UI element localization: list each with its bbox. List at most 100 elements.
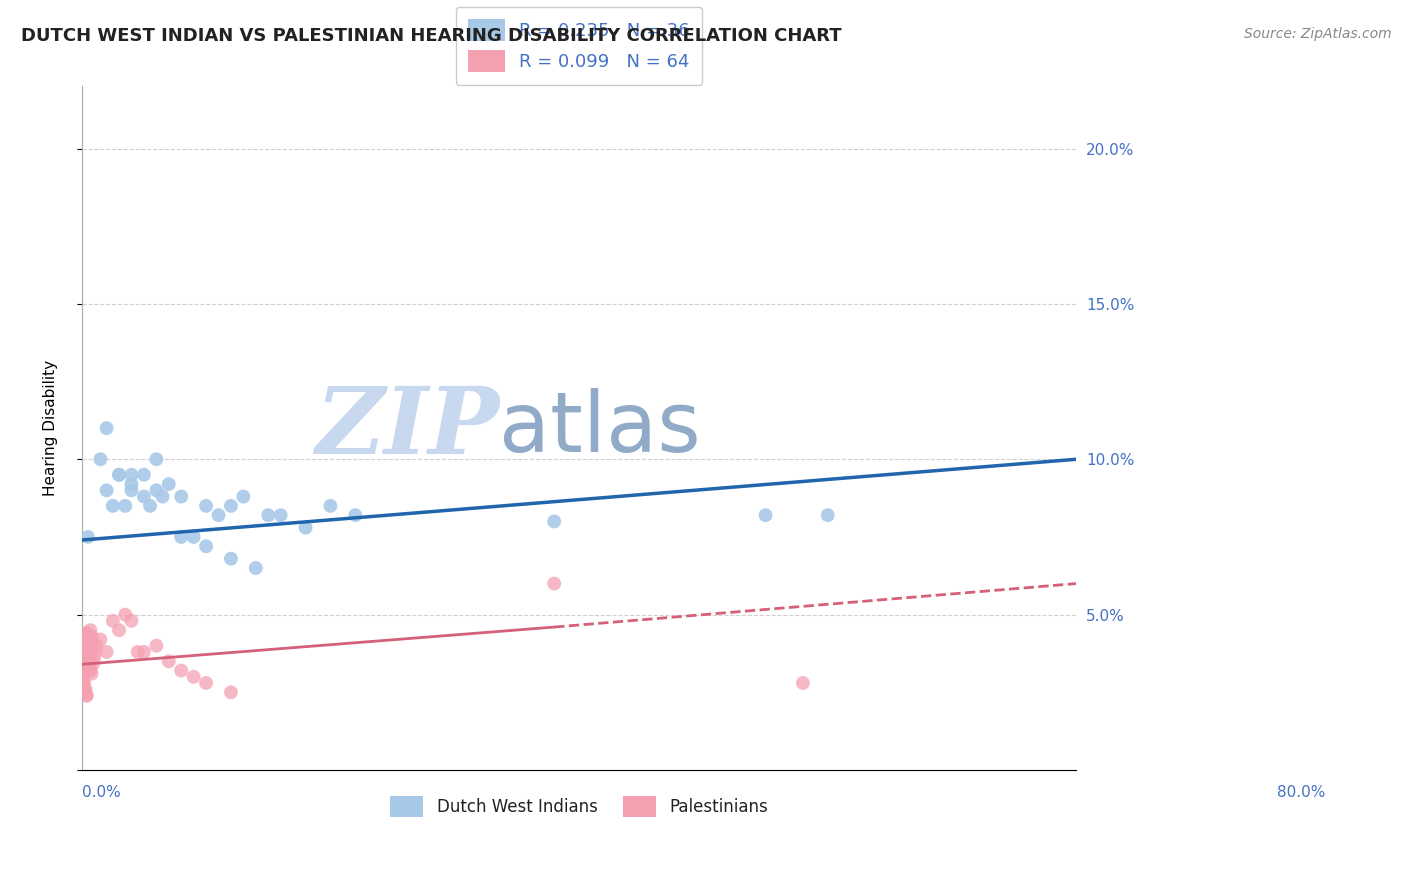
Point — [72, 664, 94, 678]
Point — [77, 645, 100, 659]
Point — [77, 639, 100, 653]
Point — [817, 508, 839, 523]
Point — [183, 530, 205, 544]
Point — [75, 648, 97, 662]
Point — [73, 626, 96, 640]
Point — [89, 452, 111, 467]
Point — [83, 651, 105, 665]
Text: ZIP: ZIP — [315, 384, 499, 473]
Point — [72, 632, 94, 647]
Point — [75, 682, 97, 697]
Point — [76, 689, 98, 703]
Point — [76, 635, 98, 649]
Point — [84, 645, 107, 659]
Point — [77, 660, 100, 674]
Point — [219, 551, 242, 566]
Point — [75, 685, 97, 699]
Point — [121, 483, 143, 498]
Point — [170, 490, 193, 504]
Point — [219, 685, 242, 699]
Point — [77, 530, 100, 544]
Point — [80, 666, 103, 681]
Point — [79, 623, 101, 637]
Point — [792, 676, 814, 690]
Point — [76, 689, 98, 703]
Point — [121, 614, 143, 628]
Point — [319, 499, 342, 513]
Point — [79, 664, 101, 678]
Point — [77, 635, 100, 649]
Text: Source: ZipAtlas.com: Source: ZipAtlas.com — [1244, 27, 1392, 41]
Point — [73, 645, 96, 659]
Point — [121, 477, 143, 491]
Point — [75, 651, 97, 665]
Point — [73, 657, 96, 672]
Text: 0.0%: 0.0% — [82, 785, 121, 800]
Point — [76, 626, 98, 640]
Point — [270, 508, 292, 523]
Point — [108, 467, 131, 482]
Point — [75, 629, 97, 643]
Text: 80.0%: 80.0% — [1277, 785, 1324, 800]
Point — [77, 660, 100, 674]
Point — [195, 499, 218, 513]
Point — [86, 639, 108, 653]
Point — [132, 490, 155, 504]
Point — [89, 632, 111, 647]
Point — [73, 682, 96, 697]
Point — [77, 639, 100, 653]
Point — [72, 645, 94, 659]
Point — [245, 561, 267, 575]
Point — [139, 499, 162, 513]
Point — [79, 635, 101, 649]
Point — [145, 639, 167, 653]
Point — [101, 499, 124, 513]
Point — [121, 467, 143, 482]
Point — [77, 654, 100, 668]
Point — [145, 483, 167, 498]
Text: atlas: atlas — [499, 388, 702, 468]
Point — [152, 490, 174, 504]
Point — [75, 632, 97, 647]
Point — [77, 657, 100, 672]
Point — [80, 635, 103, 649]
Point — [80, 629, 103, 643]
Point — [72, 651, 94, 665]
Point — [219, 499, 242, 513]
Point — [79, 632, 101, 647]
Point — [232, 490, 254, 504]
Point — [543, 576, 565, 591]
Point — [108, 623, 131, 637]
Point — [77, 629, 100, 643]
Point — [80, 641, 103, 656]
Point — [170, 530, 193, 544]
Point — [73, 676, 96, 690]
Point — [96, 421, 118, 435]
Y-axis label: Hearing Disability: Hearing Disability — [44, 360, 58, 496]
Point — [195, 539, 218, 553]
Point — [170, 664, 193, 678]
Point — [195, 676, 218, 690]
Text: DUTCH WEST INDIAN VS PALESTINIAN HEARING DISABILITY CORRELATION CHART: DUTCH WEST INDIAN VS PALESTINIAN HEARING… — [21, 27, 842, 45]
Legend: Dutch West Indians, Palestinians: Dutch West Indians, Palestinians — [384, 789, 775, 823]
Point — [157, 654, 180, 668]
Point — [80, 641, 103, 656]
Point — [132, 645, 155, 659]
Point — [257, 508, 280, 523]
Point — [76, 645, 98, 659]
Point — [543, 515, 565, 529]
Point — [72, 670, 94, 684]
Point — [294, 520, 316, 534]
Point — [344, 508, 367, 523]
Point — [157, 477, 180, 491]
Point — [108, 467, 131, 482]
Point — [73, 639, 96, 653]
Point — [101, 614, 124, 628]
Point — [79, 648, 101, 662]
Point — [82, 657, 104, 672]
Point — [127, 645, 149, 659]
Point — [145, 452, 167, 467]
Point — [96, 645, 118, 659]
Point — [207, 508, 229, 523]
Point — [77, 632, 100, 647]
